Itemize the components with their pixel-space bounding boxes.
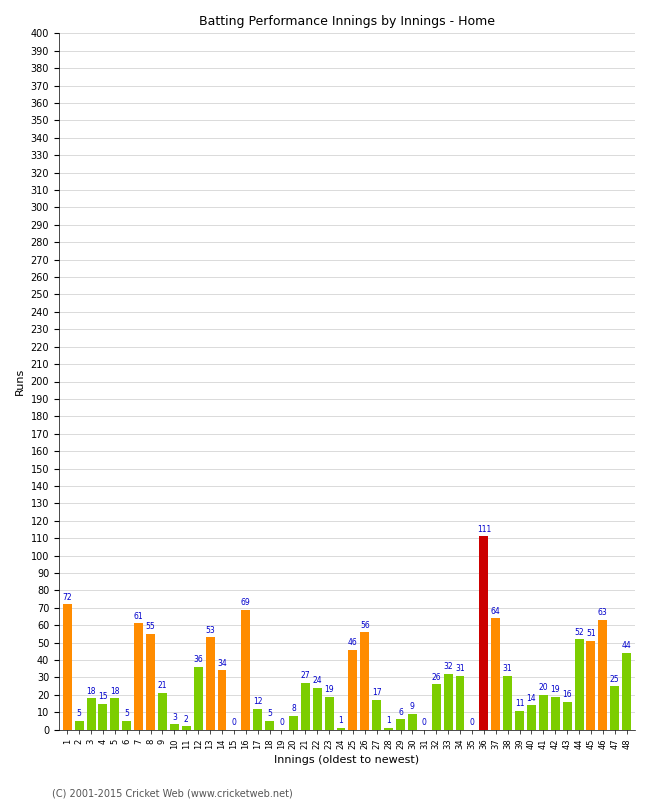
- Text: 61: 61: [134, 612, 144, 621]
- Text: 26: 26: [432, 673, 441, 682]
- Bar: [384, 728, 393, 730]
- Text: 20: 20: [539, 683, 548, 692]
- Text: 24: 24: [313, 676, 322, 686]
- Text: 12: 12: [253, 697, 263, 706]
- Text: 32: 32: [443, 662, 453, 671]
- Bar: [265, 721, 274, 730]
- Bar: [194, 667, 203, 730]
- Bar: [99, 703, 107, 730]
- Text: 16: 16: [562, 690, 572, 699]
- Text: 31: 31: [455, 664, 465, 673]
- Y-axis label: Runs: Runs: [15, 368, 25, 395]
- Text: 72: 72: [62, 593, 72, 602]
- Bar: [313, 688, 322, 730]
- Bar: [456, 676, 465, 730]
- Bar: [146, 634, 155, 730]
- Bar: [491, 618, 500, 730]
- Text: 19: 19: [551, 685, 560, 694]
- Text: 3: 3: [172, 713, 177, 722]
- Text: 0: 0: [231, 718, 237, 727]
- Bar: [75, 721, 84, 730]
- Bar: [551, 697, 560, 730]
- Text: 5: 5: [77, 710, 82, 718]
- Text: 63: 63: [598, 608, 608, 618]
- Bar: [586, 641, 595, 730]
- Text: (C) 2001-2015 Cricket Web (www.cricketweb.net): (C) 2001-2015 Cricket Web (www.cricketwe…: [52, 788, 292, 798]
- Bar: [515, 710, 524, 730]
- Bar: [134, 623, 143, 730]
- Bar: [122, 721, 131, 730]
- Text: 14: 14: [526, 694, 536, 702]
- Text: 0: 0: [422, 718, 427, 727]
- Bar: [432, 685, 441, 730]
- Text: 46: 46: [348, 638, 358, 647]
- Text: 53: 53: [205, 626, 215, 634]
- Text: 19: 19: [324, 685, 334, 694]
- Bar: [63, 604, 72, 730]
- Text: 36: 36: [193, 655, 203, 664]
- Text: 69: 69: [241, 598, 251, 607]
- Bar: [170, 725, 179, 730]
- Text: 52: 52: [574, 627, 584, 637]
- Text: 9: 9: [410, 702, 415, 711]
- Bar: [444, 674, 452, 730]
- Bar: [479, 537, 488, 730]
- Text: 6: 6: [398, 708, 403, 717]
- Bar: [158, 693, 167, 730]
- Text: 55: 55: [146, 622, 155, 631]
- Bar: [254, 709, 262, 730]
- Text: 64: 64: [491, 606, 500, 616]
- Text: 1: 1: [339, 716, 343, 726]
- Bar: [610, 686, 619, 730]
- Text: 1: 1: [386, 716, 391, 726]
- Bar: [539, 695, 548, 730]
- Text: 34: 34: [217, 659, 227, 668]
- Bar: [563, 702, 571, 730]
- Text: 2: 2: [184, 714, 188, 723]
- Bar: [503, 676, 512, 730]
- Text: 111: 111: [476, 525, 491, 534]
- Text: 44: 44: [622, 642, 632, 650]
- Text: 56: 56: [360, 621, 370, 630]
- Text: 5: 5: [124, 710, 129, 718]
- Bar: [86, 698, 96, 730]
- Bar: [372, 700, 381, 730]
- Text: 8: 8: [291, 704, 296, 713]
- Text: 51: 51: [586, 630, 596, 638]
- Text: 15: 15: [98, 692, 108, 701]
- Bar: [622, 653, 631, 730]
- Bar: [337, 728, 345, 730]
- Bar: [205, 638, 214, 730]
- Bar: [527, 706, 536, 730]
- Text: 11: 11: [515, 699, 525, 708]
- X-axis label: Innings (oldest to newest): Innings (oldest to newest): [274, 755, 419, 765]
- Bar: [360, 632, 369, 730]
- Bar: [599, 620, 607, 730]
- Bar: [241, 610, 250, 730]
- Bar: [111, 698, 120, 730]
- Text: 31: 31: [503, 664, 512, 673]
- Text: 5: 5: [267, 710, 272, 718]
- Bar: [182, 726, 190, 730]
- Text: 18: 18: [110, 686, 120, 696]
- Bar: [218, 670, 226, 730]
- Text: 21: 21: [158, 682, 167, 690]
- Text: 0: 0: [469, 718, 474, 727]
- Bar: [348, 650, 358, 730]
- Bar: [408, 714, 417, 730]
- Bar: [301, 682, 310, 730]
- Text: 18: 18: [86, 686, 96, 696]
- Text: 17: 17: [372, 689, 382, 698]
- Text: 27: 27: [300, 671, 310, 680]
- Text: 25: 25: [610, 674, 619, 683]
- Title: Batting Performance Innings by Innings - Home: Batting Performance Innings by Innings -…: [199, 15, 495, 28]
- Bar: [289, 716, 298, 730]
- Bar: [575, 639, 584, 730]
- Bar: [324, 697, 333, 730]
- Bar: [396, 719, 405, 730]
- Text: 0: 0: [279, 718, 284, 727]
